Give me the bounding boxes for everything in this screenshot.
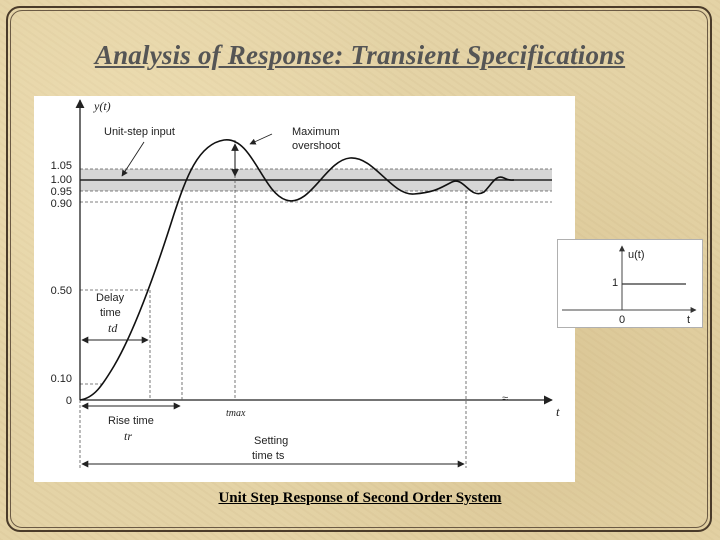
inset-origin-label: 0	[619, 314, 625, 326]
y-tick-0-95: 0.95	[51, 186, 72, 198]
unit-step-input-label: Unit-step input	[104, 126, 175, 138]
axis-break-mark: ≈	[502, 393, 508, 405]
rise-time-label: Rise time	[108, 415, 154, 427]
response-curve	[79, 139, 515, 401]
unit-step-inset-diagram: u(t) 1 0 t	[562, 245, 697, 326]
unit-step-leader	[121, 141, 145, 177]
unit-step-inset: u(t) 1 0 t	[557, 239, 703, 328]
y-tick-1-05: 1.05	[51, 160, 72, 172]
td-symbol: td	[108, 321, 118, 335]
step-response-figure: ≈ y(t) t Unit-step input Maximum oversho…	[74, 96, 575, 482]
step-response-diagram: ≈ y(t) t Unit-step input Maximum oversho…	[75, 99, 560, 468]
settling-time-label-1: Setting	[254, 435, 288, 447]
slide-title: Analysis of Response: Transient Specific…	[94, 40, 626, 70]
tr-symbol: tr	[124, 429, 132, 443]
overshoot-leader	[249, 133, 273, 145]
max-overshoot-label-2: overshoot	[292, 140, 340, 152]
delay-time-label-1: Delay	[96, 292, 125, 304]
inset-x-label: t	[687, 314, 690, 326]
y-tick-1-00: 1.00	[51, 174, 72, 186]
y-tick-label-column: 1.05 1.00 0.95 0.90 0.50 0.10 0	[34, 96, 74, 482]
figure-caption: Unit Step Response of Second Order Syste…	[218, 490, 502, 506]
y-axis-label: y(t)	[93, 99, 111, 113]
slide-frame-inner	[10, 10, 708, 528]
inset-level-label: 1	[612, 277, 618, 289]
tmax-symbol: tmax	[226, 408, 246, 419]
slide-frame	[6, 6, 712, 532]
y-tick-0-90: 0.90	[51, 198, 72, 210]
inset-y-label: u(t)	[628, 249, 645, 261]
delay-time-label-2: time	[100, 307, 121, 319]
settling-time-label-2: time ts	[252, 450, 285, 462]
y-tick-labels: 1.05 1.00 0.95 0.90 0.50 0.10 0	[51, 160, 72, 407]
y-tick-0-10: 0.10	[51, 373, 72, 385]
y-tick-0: 0	[66, 395, 72, 407]
y-tick-0-50: 0.50	[51, 285, 72, 297]
max-overshoot-label-1: Maximum	[292, 126, 340, 138]
x-axis-label: t	[556, 404, 560, 419]
